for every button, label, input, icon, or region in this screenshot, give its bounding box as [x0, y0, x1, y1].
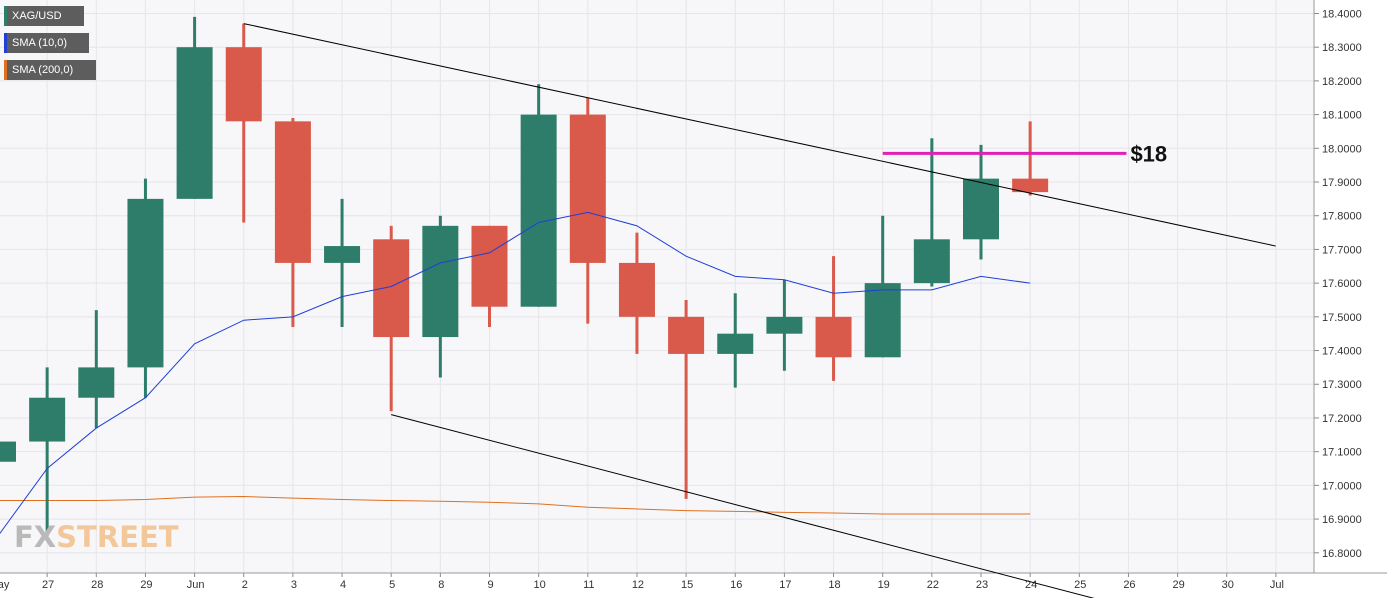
x-tick-label: 8 — [438, 579, 444, 591]
y-tick-label: 17.2000 — [1322, 413, 1362, 425]
y-tick-label: 17.8000 — [1322, 211, 1362, 223]
resistance-label: $18 — [1130, 141, 1167, 166]
fxstreet-logo: FXSTREET — [14, 520, 179, 554]
candle-body — [668, 316, 705, 354]
y-tick-label: 18.0000 — [1322, 143, 1362, 155]
legend-sma10-label: SMA (10,0) — [12, 37, 68, 49]
sma200-line — [0, 495, 1031, 515]
y-tick-label: 17.5000 — [1322, 312, 1362, 324]
sma10-line — [0, 211, 1031, 535]
candle-body — [471, 225, 508, 307]
x-tick-label: 24 — [1025, 579, 1037, 591]
x-tick-label: 5 — [389, 579, 395, 591]
candle-body — [274, 121, 311, 263]
legend-symbol-label: XAG/USD — [12, 10, 62, 22]
x-tick-label: 17 — [779, 579, 791, 591]
candle-body — [963, 178, 999, 240]
candle-body — [422, 225, 459, 338]
x-tick-label: 11 — [583, 579, 594, 591]
y-tick-label: 17.4000 — [1322, 346, 1362, 358]
x-tick-label: 25 — [1074, 579, 1086, 591]
candle-body — [864, 283, 901, 358]
y-tick-label: 17.9000 — [1322, 177, 1362, 189]
x-tick-label: 27 — [42, 579, 54, 591]
x-tick-label: 28 — [91, 579, 103, 591]
y-tick-label: 17.3000 — [1322, 379, 1362, 391]
plot-background — [0, 0, 1314, 573]
x-tick-label: 30 — [1222, 579, 1234, 591]
x-tick-label: 29 — [140, 579, 152, 591]
legend-swatch-up — [4, 6, 7, 26]
legend-sma10[interactable]: SMA (10,0) — [4, 33, 89, 53]
x-tick-label: Jul — [1270, 579, 1284, 591]
candle-body — [324, 246, 361, 263]
x-tick-label: 3 — [291, 579, 297, 591]
y-tick-label: 16.9000 — [1322, 514, 1362, 526]
y-tick-label: 16.8000 — [1322, 548, 1362, 560]
x-tick-label: 2 — [242, 579, 248, 591]
candle-body — [176, 47, 213, 199]
x-tick-label: 4 — [340, 579, 346, 591]
x-tick-label: 18 — [828, 579, 840, 591]
x-tick-label: May — [0, 579, 10, 591]
candle-body — [913, 239, 950, 284]
y-tick-label: 17.0000 — [1322, 480, 1362, 492]
y-tick-label: 17.1000 — [1322, 447, 1362, 459]
candle-body — [0, 441, 16, 462]
y-tick-label: 17.7000 — [1322, 244, 1362, 256]
y-tick-label: 18.2000 — [1322, 76, 1362, 88]
candle-body — [127, 198, 164, 368]
candle-body — [29, 397, 66, 442]
candle-body — [373, 239, 410, 338]
y-tick-label: 18.3000 — [1322, 42, 1362, 54]
candle-body — [815, 316, 852, 358]
trendline — [391, 414, 1095, 598]
x-tick-label: 15 — [681, 579, 693, 591]
x-tick-label: 26 — [1123, 579, 1135, 591]
x-tick-label: 16 — [730, 579, 742, 591]
x-tick-label: 10 — [534, 579, 546, 591]
x-tick-label: 12 — [632, 579, 644, 591]
legend-swatch-sma200 — [4, 60, 7, 80]
x-tick-label: 22 — [927, 579, 939, 591]
y-tick-label: 18.1000 — [1322, 110, 1362, 122]
y-tick-label: 17.6000 — [1322, 278, 1362, 290]
x-tick-label: 9 — [487, 579, 493, 591]
trendline — [243, 23, 1276, 247]
x-tick-label: 19 — [878, 579, 890, 591]
candle-body — [78, 367, 115, 398]
candle-body — [569, 114, 606, 263]
candle-body — [225, 47, 262, 122]
candle-body — [1012, 178, 1049, 193]
x-tick-label: 23 — [976, 579, 988, 591]
y-tick-label: 18.4000 — [1322, 8, 1362, 20]
candle-body — [766, 316, 803, 334]
candle-body — [717, 333, 754, 354]
x-tick-label: Jun — [187, 579, 205, 591]
legend-symbol[interactable]: XAG/USD — [4, 6, 84, 26]
legend-swatch-sma10 — [4, 33, 7, 53]
legend-sma200[interactable]: SMA (200,0) — [4, 60, 96, 80]
x-tick-label: 29 — [1172, 579, 1184, 591]
candle-body — [520, 114, 557, 307]
candle-body — [618, 262, 655, 317]
legend-sma200-label: SMA (200,0) — [12, 64, 74, 76]
